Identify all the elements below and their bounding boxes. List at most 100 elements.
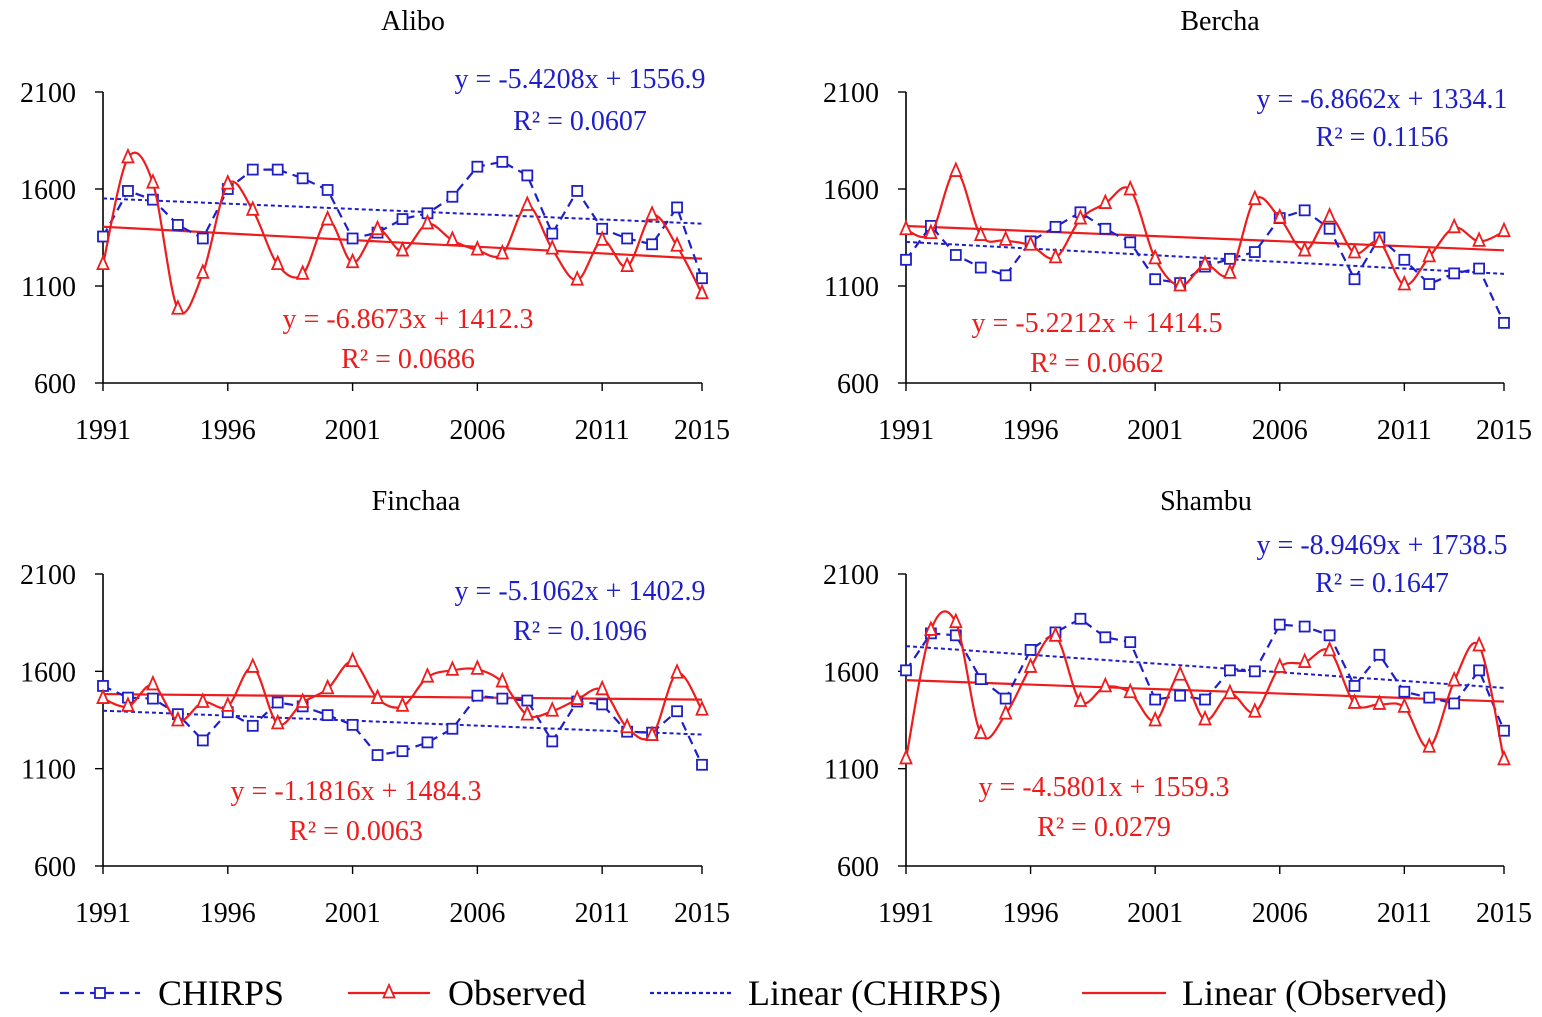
y-tick-label: 1600 — [823, 175, 879, 206]
trendline-equation-observed: y = -1.1816x + 1484.3 — [231, 776, 482, 807]
data-point-observed — [973, 723, 988, 740]
data-point-chirps — [1323, 629, 1336, 642]
data-point-observed — [1322, 640, 1337, 657]
x-tick-label: 2006 — [449, 898, 505, 929]
data-point-observed — [320, 678, 335, 695]
data-point-observed — [899, 219, 913, 236]
data-point-observed — [1322, 206, 1337, 223]
chart-legend: CHIRPS Observed Linear (CHIRPS) Linear (Obs… — [60, 973, 1447, 1013]
data-point-observed — [595, 679, 610, 696]
y-tick-label: 1600 — [20, 175, 76, 206]
data-point-chirps — [646, 238, 658, 251]
x-tick-label: 2011 — [1377, 898, 1432, 929]
x-tick-label: 2011 — [575, 415, 630, 446]
data-point-chirps — [900, 664, 912, 677]
data-point-observed — [295, 692, 310, 708]
data-point-observed — [270, 254, 285, 271]
data-point-chirps — [471, 689, 484, 702]
legend-label: Linear (Observed) — [1182, 973, 1447, 1013]
data-point-observed — [1198, 254, 1212, 271]
x-tick-label: 2006 — [449, 415, 505, 446]
data-point-observed — [1272, 657, 1287, 673]
data-point-chirps — [1473, 664, 1485, 677]
data-point-observed — [520, 704, 535, 721]
data-point-observed — [1397, 697, 1412, 713]
trendline-r2-chirps: R² = 0.1156 — [1316, 122, 1449, 153]
data-point-observed — [1472, 231, 1486, 247]
data-point-chirps — [1024, 644, 1037, 656]
chart-panel-alibo: Alibo 600 1100 1600 2100 1991 1996 2001 2006 2011… — [20, 6, 730, 446]
data-point-observed — [1223, 263, 1237, 279]
data-point-chirps — [521, 694, 534, 707]
data-point-observed — [420, 213, 435, 230]
data-point-chirps — [396, 745, 409, 758]
data-point-observed — [570, 269, 585, 286]
trendline-r2-observed: R² = 0.0686 — [341, 344, 475, 375]
data-point-chirps — [1498, 724, 1510, 737]
data-point-observed — [295, 264, 310, 280]
data-point-observed — [370, 219, 385, 236]
data-point-chirps — [1149, 693, 1162, 706]
data-point-chirps — [546, 735, 559, 748]
data-point-observed — [924, 620, 938, 636]
legend-label: Linear (CHIRPS) — [748, 973, 1001, 1013]
data-point-observed — [545, 701, 560, 717]
data-point-observed — [220, 173, 235, 190]
data-point-chirps — [999, 692, 1012, 705]
data-point-observed — [170, 299, 185, 315]
data-point-chirps — [471, 160, 484, 173]
trendline-equation-chirps: y = -6.8662x + 1334.1 — [1257, 84, 1508, 115]
x-tick-label: 2006 — [1252, 898, 1308, 929]
data-point-chirps — [371, 749, 384, 761]
data-point-observed — [1247, 701, 1262, 718]
x-tick-label: 1996 — [1003, 898, 1059, 929]
data-point-chirps — [1398, 685, 1411, 698]
x-tick-label: 1996 — [200, 415, 256, 446]
data-point-observed — [146, 172, 160, 189]
data-point-chirps — [1348, 680, 1361, 692]
chart-panel-shambu: Shambu 600 1100 1600 2100 1991 1996 2001 2006 201… — [823, 486, 1532, 929]
data-point-chirps — [1074, 612, 1087, 625]
data-point-observed — [1098, 676, 1113, 693]
chart-panel-bercha: Bercha 600 1100 1600 2100 1991 1996 2001 2006 201… — [823, 6, 1532, 446]
data-point-observed — [395, 696, 410, 712]
data-point-observed — [1347, 242, 1362, 259]
data-point-observed — [1422, 737, 1437, 753]
data-point-chirps — [1473, 262, 1485, 275]
data-point-observed — [345, 651, 360, 667]
data-point-chirps — [396, 213, 409, 225]
trendline-chirps — [102, 709, 703, 736]
trendline-r2-observed: R² = 0.0063 — [289, 816, 423, 847]
data-point-chirps — [1224, 664, 1236, 677]
data-point-observed — [220, 696, 235, 712]
data-point-observed — [695, 700, 709, 716]
y-tick-label: 1100 — [21, 755, 76, 786]
data-point-observed — [1372, 232, 1387, 248]
data-point-chirps — [1199, 693, 1211, 706]
y-tick-label: 600 — [34, 369, 76, 400]
data-point-observed — [998, 703, 1013, 720]
data-point-observed — [924, 223, 938, 240]
x-tick-label: 2001 — [325, 898, 381, 929]
data-point-observed — [470, 239, 485, 256]
data-point-observed — [146, 674, 160, 691]
data-point-observed — [470, 659, 485, 675]
data-point-observed — [1497, 221, 1511, 238]
data-point-chirps — [1448, 697, 1461, 710]
data-point-chirps — [1099, 631, 1112, 644]
data-point-chirps — [1124, 636, 1137, 649]
data-point-observed — [370, 688, 385, 704]
trendline-r2-chirps: R² = 0.1096 — [513, 616, 647, 647]
x-tick-label: 1991 — [75, 415, 131, 446]
trendline-chirps — [102, 197, 703, 225]
data-point-observed — [1098, 193, 1113, 209]
data-point-chirps — [621, 232, 634, 245]
data-point-observed — [170, 710, 185, 727]
x-tick-label: 2015 — [1476, 898, 1532, 929]
data-point-observed — [1347, 693, 1362, 709]
x-tick-label: 2011 — [575, 898, 630, 929]
data-point-observed — [1223, 683, 1237, 700]
legend-marker-square — [94, 987, 106, 999]
data-point-chirps — [974, 261, 987, 274]
data-point-chirps — [1248, 665, 1261, 678]
